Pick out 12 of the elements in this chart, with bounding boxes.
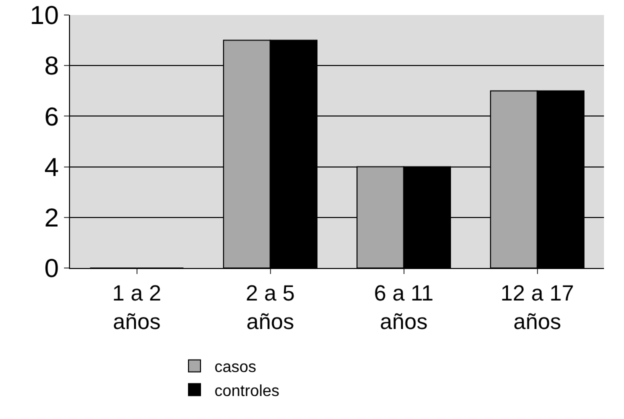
legend-label: controles — [214, 382, 280, 400]
x-tick-label: 6 a 11 años — [374, 280, 434, 334]
y-tick-label: 8 — [44, 50, 59, 81]
x-tick-label: 1 a 2 años — [112, 280, 162, 334]
y-tick-label: 0 — [44, 253, 59, 284]
y-tick-label: 2 — [44, 202, 59, 232]
x-tick-label: 12 a 17 años — [500, 280, 574, 334]
x-tick-label: 2 a 5 años — [246, 280, 295, 334]
y-tick-label: 10 — [30, 0, 59, 30]
y-tick-label: 4 — [44, 152, 59, 182]
y-tick-label: 6 — [44, 101, 59, 132]
legend-label: casos — [214, 359, 256, 376]
